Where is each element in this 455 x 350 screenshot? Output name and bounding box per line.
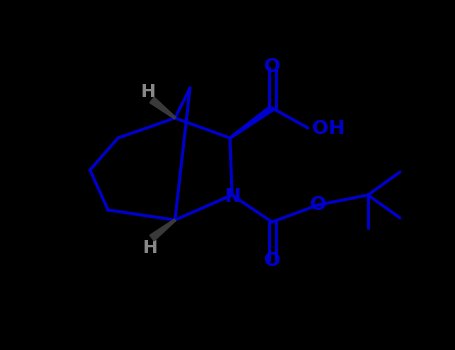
Polygon shape [229, 106, 274, 139]
Text: O: O [310, 195, 326, 214]
Text: O: O [264, 252, 280, 271]
Text: N: N [224, 187, 240, 205]
Polygon shape [150, 97, 176, 119]
Text: H: H [141, 83, 156, 101]
Text: H: H [142, 239, 157, 257]
Text: O: O [264, 57, 280, 77]
Text: OH: OH [312, 119, 345, 138]
Polygon shape [150, 219, 176, 241]
